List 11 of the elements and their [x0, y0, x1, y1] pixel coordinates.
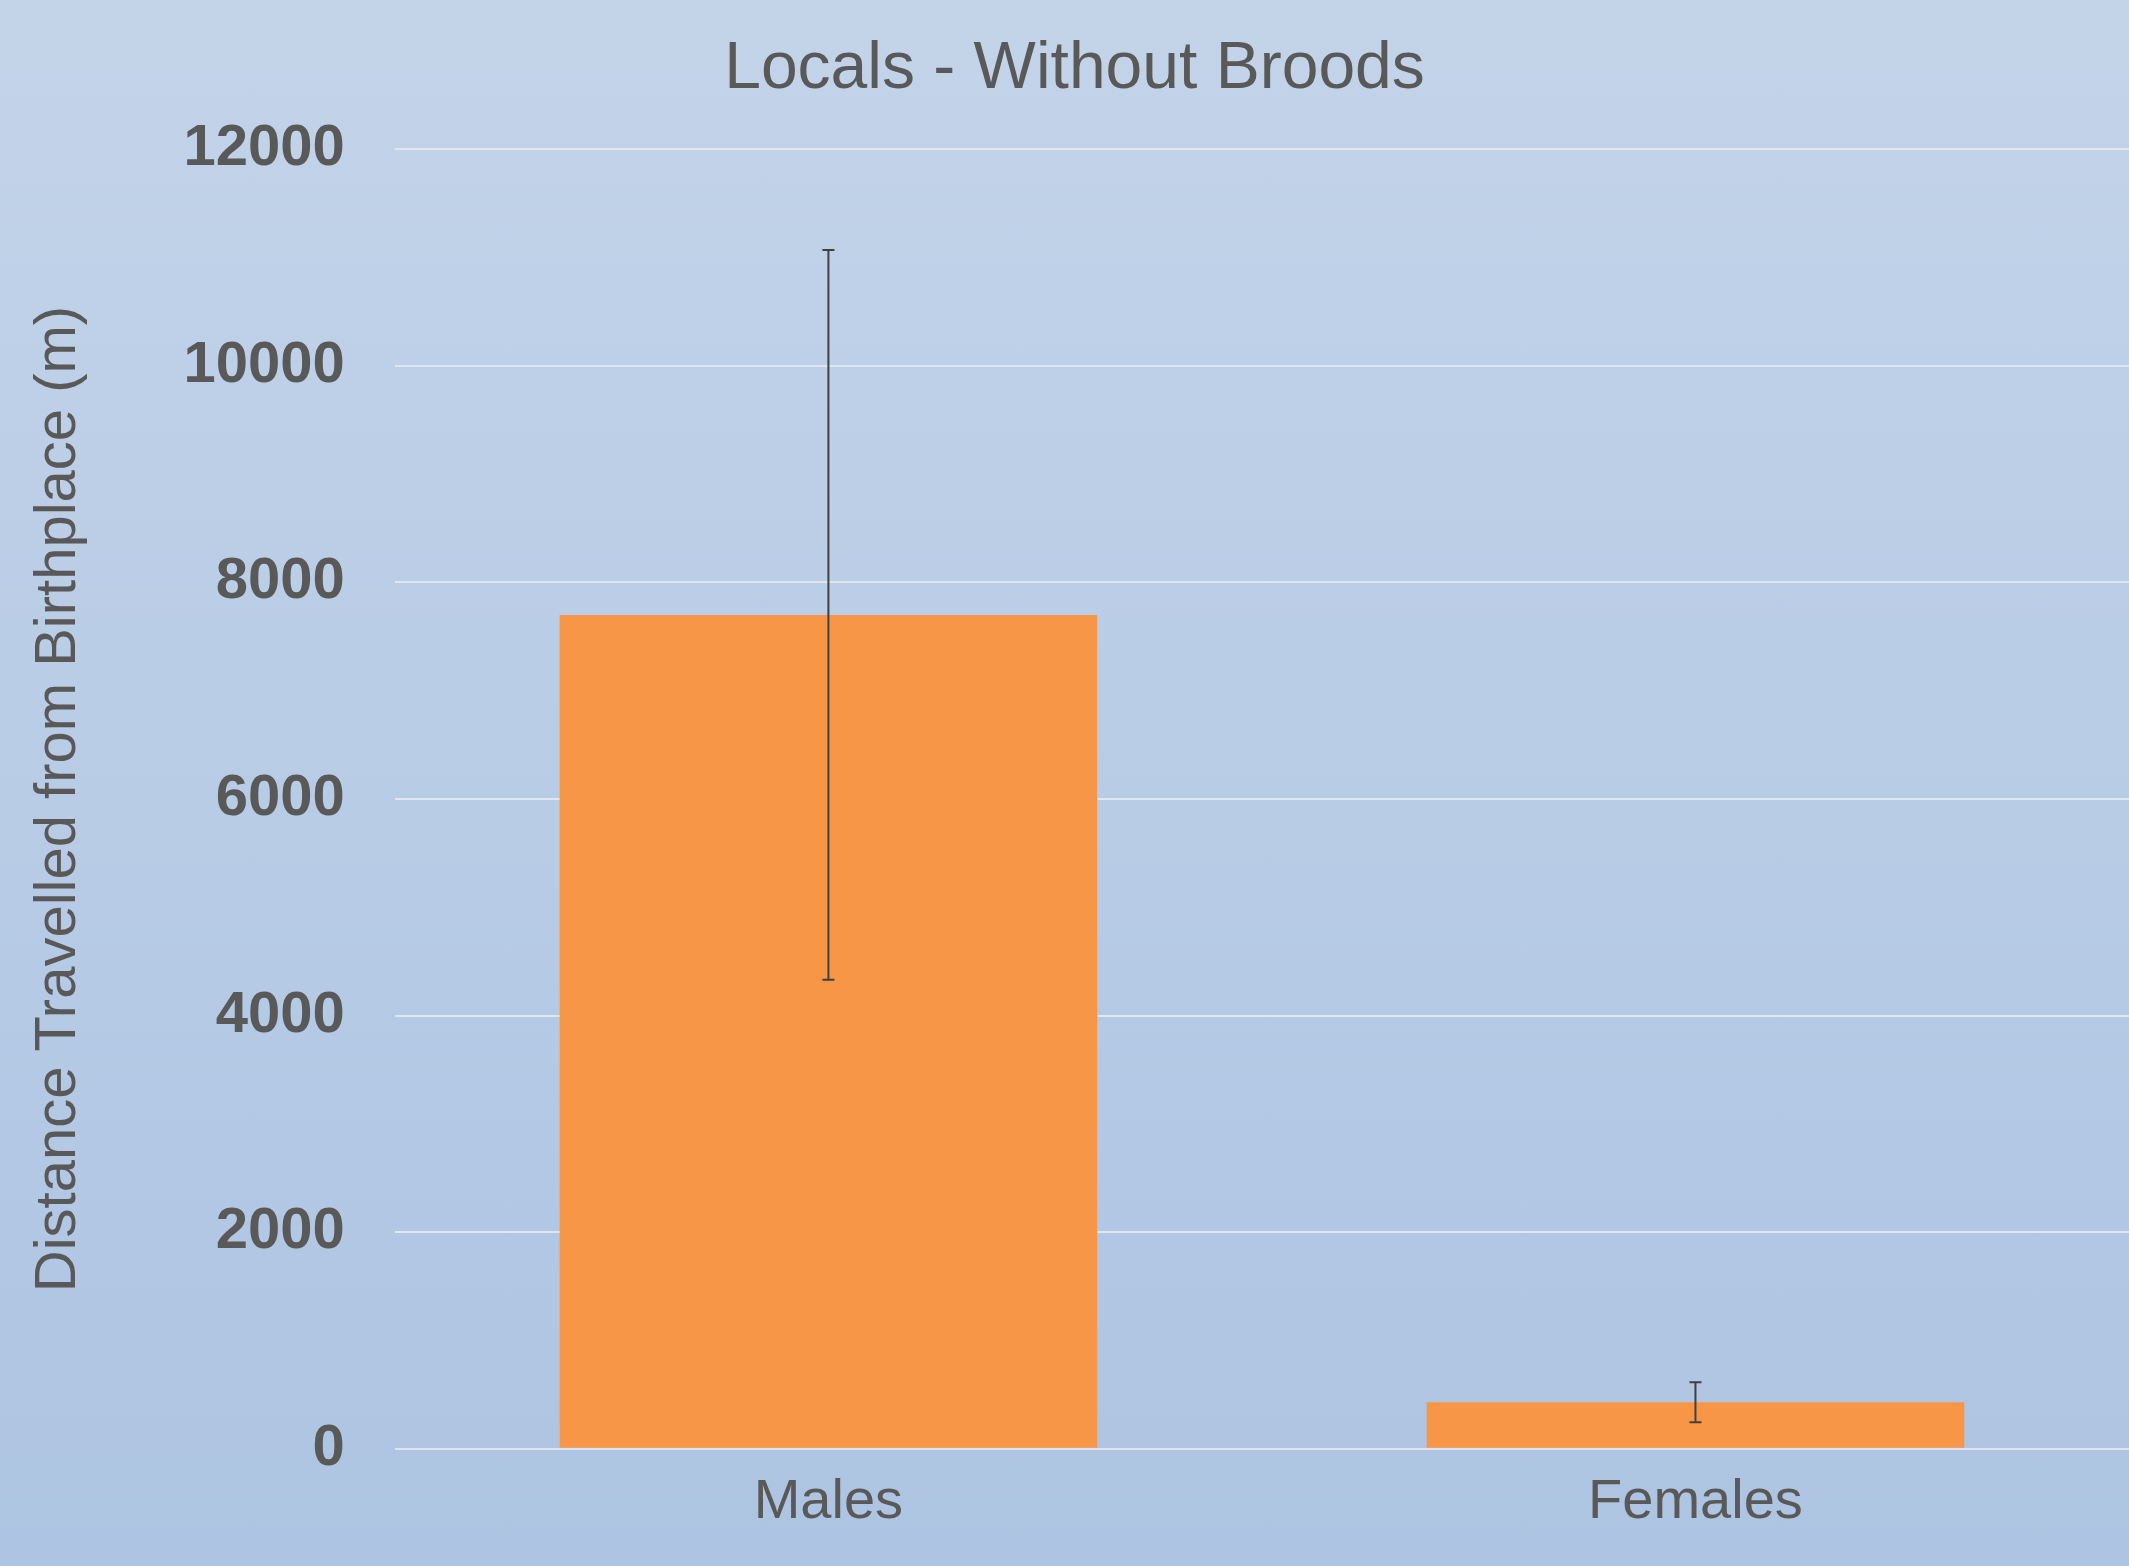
chart-title: Locals - Without Broods — [724, 27, 1425, 102]
y-tick-label: 6000 — [215, 762, 345, 827]
y-tick-label: 2000 — [215, 1195, 345, 1261]
x-tick-label: Males — [753, 1466, 904, 1530]
y-tick-label: 0 — [312, 1411, 345, 1477]
x-tick-label: Females — [1588, 1466, 1803, 1530]
y-tick-label: 8000 — [215, 545, 345, 611]
y-axis-title: Distance Travelled from Birthplace (m) — [21, 305, 87, 1293]
y-tick-label: 4000 — [215, 978, 345, 1044]
y-tick-label: 10000 — [183, 328, 345, 394]
y-tick-label: 12000 — [183, 112, 345, 178]
